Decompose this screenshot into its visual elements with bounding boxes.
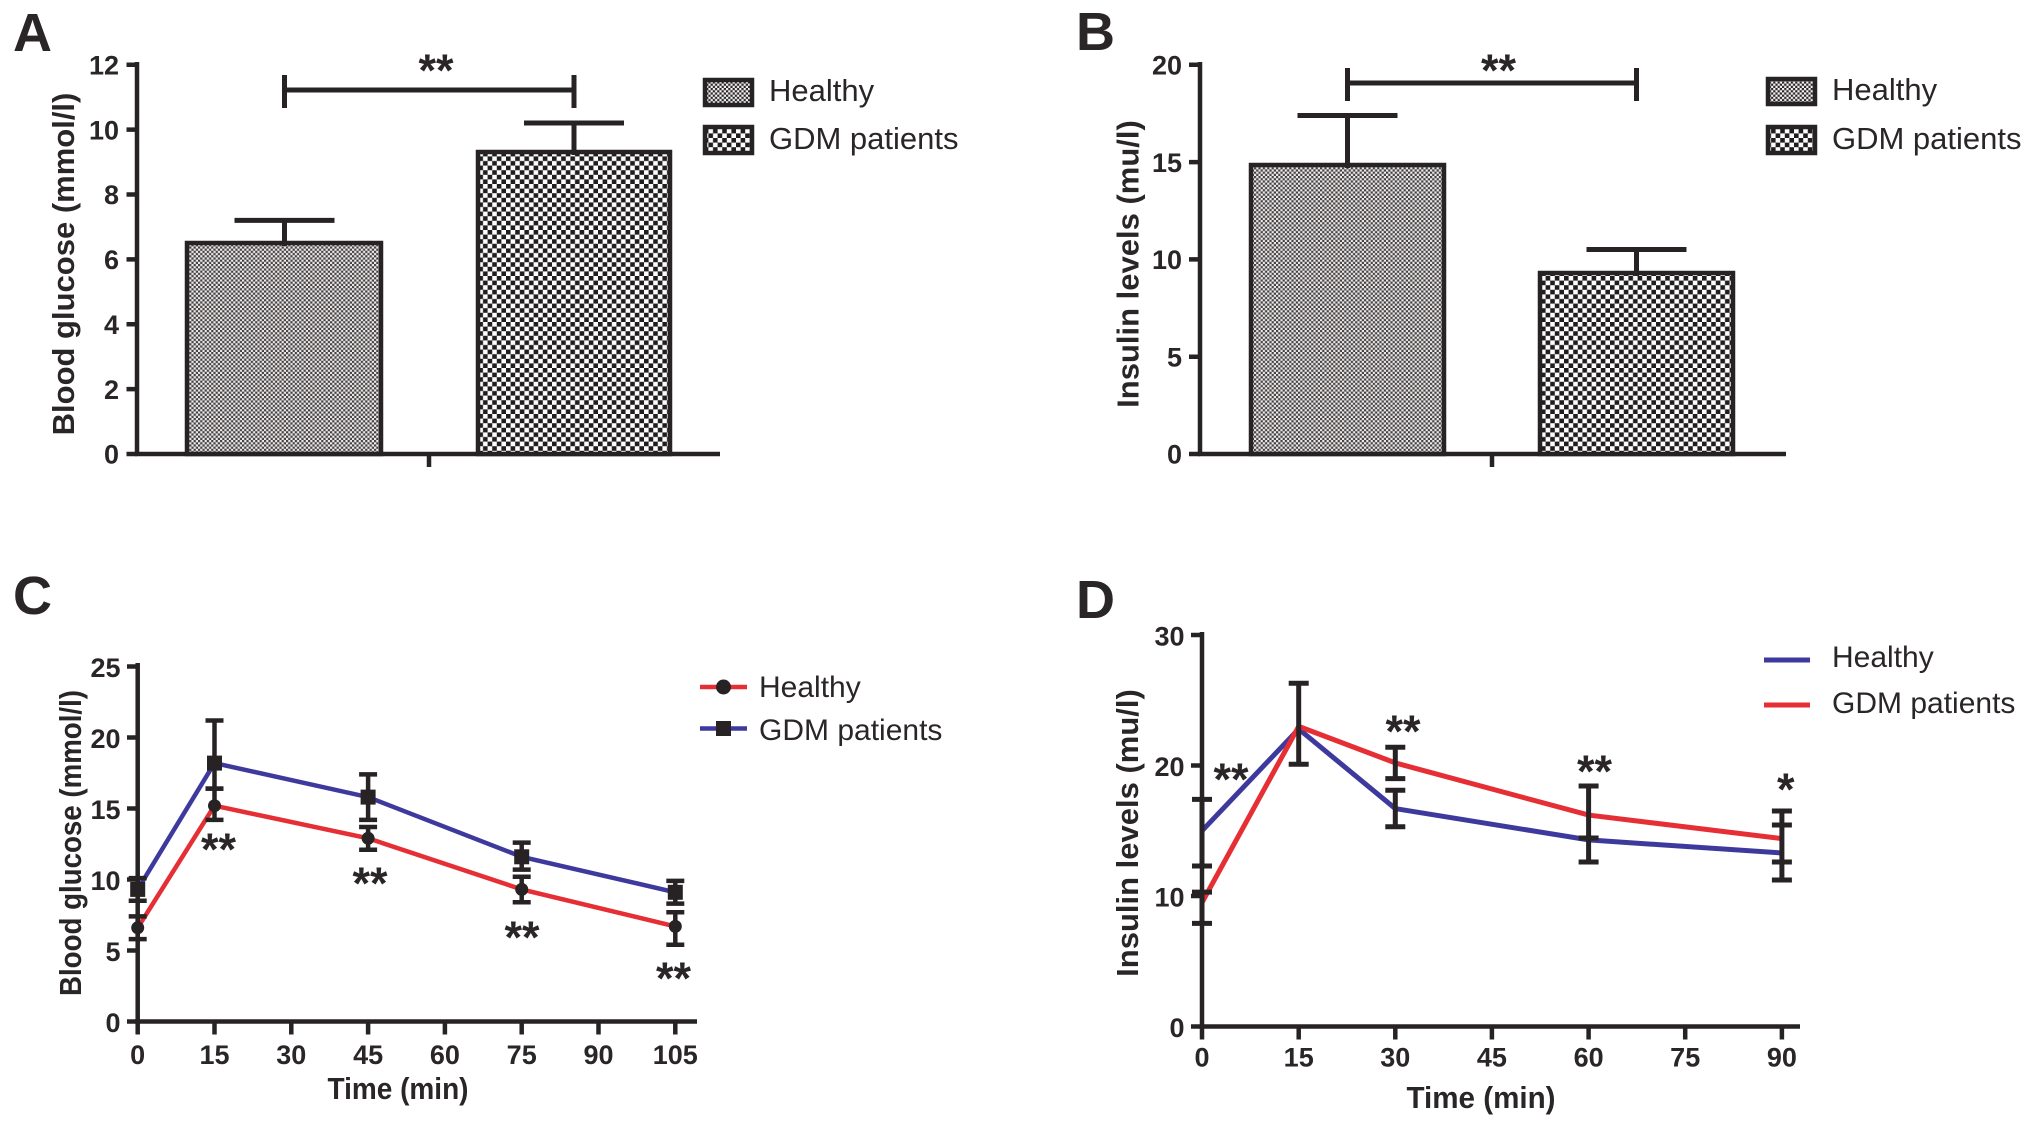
svg-text:90: 90 <box>1767 1043 1797 1073</box>
svg-text:10: 10 <box>1152 245 1182 275</box>
svg-text:75: 75 <box>1670 1043 1700 1073</box>
svg-text:45: 45 <box>353 1040 383 1070</box>
svg-text:Healthy: Healthy <box>1832 641 1934 674</box>
svg-text:Healthy: Healthy <box>769 73 875 108</box>
svg-text:45: 45 <box>1477 1043 1507 1073</box>
svg-text:**: ** <box>656 953 692 1004</box>
svg-text:**: ** <box>504 912 540 963</box>
svg-text:4: 4 <box>104 310 119 340</box>
svg-text:30: 30 <box>1154 622 1184 652</box>
svg-text:Healthy: Healthy <box>1832 72 1938 107</box>
svg-text:105: 105 <box>653 1040 698 1070</box>
svg-text:B: B <box>1076 2 1115 62</box>
svg-text:0: 0 <box>105 1008 120 1038</box>
svg-text:**: ** <box>418 45 454 96</box>
svg-text:25: 25 <box>90 653 120 683</box>
svg-text:8: 8 <box>104 180 119 210</box>
svg-text:Time (min): Time (min) <box>1407 1080 1556 1115</box>
svg-text:30: 30 <box>276 1040 306 1070</box>
svg-text:C: C <box>13 566 52 626</box>
svg-text:Blood glucose (mmol/l): Blood glucose (mmol/l) <box>46 93 81 436</box>
svg-text:Insulin levels (mu/l): Insulin levels (mu/l) <box>1110 689 1145 977</box>
svg-text:0: 0 <box>104 440 119 470</box>
svg-text:**: ** <box>1481 45 1517 96</box>
svg-text:10: 10 <box>90 866 120 896</box>
svg-text:**: ** <box>1577 746 1613 797</box>
svg-text:0: 0 <box>1167 440 1182 470</box>
svg-text:Healthy: Healthy <box>759 671 861 704</box>
svg-text:**: ** <box>201 824 237 875</box>
svg-text:12: 12 <box>89 50 119 80</box>
svg-text:Insulin levels (mu/l): Insulin levels (mu/l) <box>1111 120 1146 408</box>
svg-text:30: 30 <box>1380 1043 1410 1073</box>
svg-text:15: 15 <box>1284 1043 1314 1073</box>
svg-text:0: 0 <box>130 1040 145 1070</box>
svg-text:75: 75 <box>507 1040 537 1070</box>
svg-text:90: 90 <box>583 1040 613 1070</box>
svg-text:Blood glucose (mmol/l): Blood glucose (mmol/l) <box>53 690 88 996</box>
svg-text:**: ** <box>352 858 388 909</box>
svg-text:60: 60 <box>430 1040 460 1070</box>
svg-text:GDM patients: GDM patients <box>1832 121 2022 156</box>
svg-text:15: 15 <box>199 1040 229 1070</box>
svg-text:0: 0 <box>1169 1013 1184 1043</box>
svg-text:20: 20 <box>90 724 120 754</box>
svg-text:15: 15 <box>1152 148 1182 178</box>
svg-text:*: * <box>1777 764 1795 815</box>
svg-text:20: 20 <box>1154 752 1184 782</box>
svg-text:5: 5 <box>1167 342 1182 372</box>
svg-text:**: ** <box>1385 706 1421 757</box>
svg-text:0: 0 <box>1194 1043 1209 1073</box>
svg-text:10: 10 <box>89 115 119 145</box>
svg-text:GDM patients: GDM patients <box>769 121 959 156</box>
svg-text:2: 2 <box>104 375 119 405</box>
svg-text:D: D <box>1076 570 1115 630</box>
svg-text:6: 6 <box>104 245 119 275</box>
svg-text:60: 60 <box>1574 1043 1604 1073</box>
svg-text:5: 5 <box>105 937 120 967</box>
svg-text:GDM patients: GDM patients <box>759 714 942 747</box>
svg-text:**: ** <box>1213 754 1249 805</box>
svg-text:A: A <box>13 3 52 63</box>
svg-text:20: 20 <box>1152 50 1182 80</box>
svg-text:15: 15 <box>90 795 120 825</box>
svg-text:Time (min): Time (min) <box>328 1071 469 1106</box>
svg-text:GDM patients: GDM patients <box>1832 687 2015 720</box>
svg-text:10: 10 <box>1154 883 1184 913</box>
